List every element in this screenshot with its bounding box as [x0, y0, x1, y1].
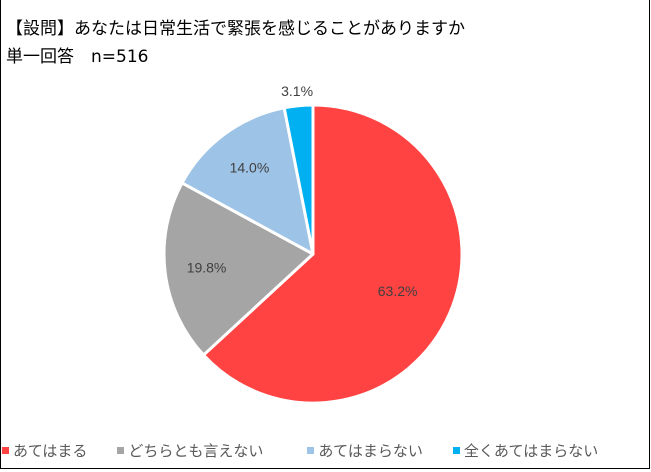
legend-swatch-icon — [307, 447, 315, 454]
slice-label: 3.1% — [281, 83, 313, 99]
legend-label: 全くあてはまらない — [463, 442, 599, 460]
legend-label: あてはまる — [13, 442, 88, 460]
pie-slice — [282, 103, 315, 256]
legend-item-dochiratomo: どちらとも言えない — [117, 440, 263, 461]
slice-label: 19.8% — [187, 259, 227, 275]
pie-slice — [180, 106, 315, 256]
legend-label: どちらとも言えない — [128, 442, 264, 460]
pie-slice — [202, 103, 464, 405]
legend-swatch-icon — [2, 447, 9, 454]
legend-item-atehamaru: あてはまる — [2, 440, 87, 461]
chart-subtitle: 単一回答 n=516 — [6, 47, 149, 67]
legend-label: あてはまらない — [318, 442, 423, 460]
pie-slice — [162, 181, 315, 357]
legend: あてはまる どちらとも言えない あてはまらない 全くあてはまらない — [2, 440, 598, 461]
legend-swatch-icon — [452, 447, 460, 454]
slice-label: 14.0% — [230, 160, 270, 176]
legend-item-mattaku: 全くあてはまらない — [452, 440, 599, 461]
legend-item-atehamaranai: あてはまらない — [307, 440, 423, 461]
slice-label: 63.2% — [378, 283, 418, 299]
legend-swatch-icon — [117, 447, 125, 454]
chart-title: 【設問】あなたは日常生活で緊張を感じることがありますか — [6, 19, 465, 39]
